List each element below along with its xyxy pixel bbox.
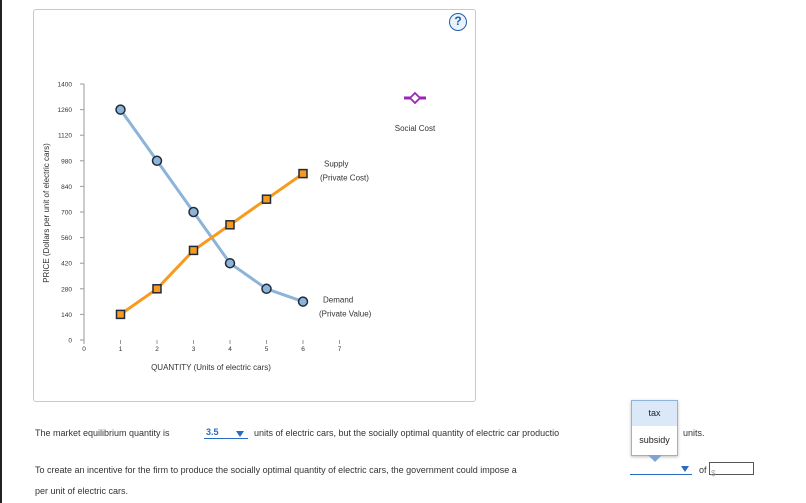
supply-label: (Private Cost) <box>320 174 369 183</box>
social-cost-tool[interactable]: Social Cost <box>395 91 436 133</box>
question-text-2: units of electric cars, but the socially… <box>254 428 560 438</box>
y-tick-label: 1120 <box>58 133 72 140</box>
question-text-3: units. <box>683 428 705 438</box>
menu-item-subsidy[interactable]: subsidy <box>639 435 670 445</box>
y-axis-label: PRICE (Dollars per unit of electric cars… <box>42 143 51 283</box>
question-text-5: of <box>699 465 707 475</box>
demand-point[interactable] <box>188 206 199 218</box>
chevron-down-icon[interactable] <box>681 466 689 472</box>
question-text-4: To create an incentive for the firm to p… <box>35 465 517 475</box>
graph-panel <box>33 9 476 402</box>
x-tick-label: 7 <box>338 346 342 353</box>
menu-pointer <box>648 455 662 462</box>
y-tick-label: 0 <box>68 338 72 345</box>
y-tick-label: 980 <box>61 158 72 165</box>
amount-placeholder: $ <box>711 468 716 478</box>
y-tick-label: 280 <box>61 286 72 293</box>
diamond-icon[interactable] <box>408 91 422 105</box>
amount-input[interactable]: $ <box>709 462 754 478</box>
chevron-down-icon[interactable] <box>236 431 244 437</box>
chart-axes: 0 140 280 420 560 700 840 980 1120 1260 1400 0 1 2 3 4 5… <box>58 82 342 354</box>
x-tick-label: 5 <box>265 346 269 353</box>
x-tick-label: 1 <box>119 346 123 353</box>
y-tick-label: 140 <box>61 312 72 319</box>
y-tick-label: 1260 <box>58 107 73 114</box>
supply-point[interactable] <box>152 284 162 294</box>
supply-label: Supply <box>324 160 348 169</box>
question-text-6: per unit of electric cars. <box>35 486 129 496</box>
supply-point[interactable] <box>188 245 199 256</box>
demand-point[interactable] <box>151 155 163 167</box>
policy-dropdown-menu: tax subsidy <box>631 400 678 456</box>
x-axis-label: QUANTITY (Units of electric cars) <box>151 363 271 372</box>
series-labels: Demand (Private Value) Supply (Private Cost… <box>319 160 372 319</box>
y-tick-label: 1400 <box>58 82 73 89</box>
x-tick-label: 4 <box>228 346 232 353</box>
demand-label: (Private Value) <box>319 310 372 319</box>
supply-curve[interactable] <box>119 172 304 316</box>
y-tick-label: 420 <box>61 261 72 268</box>
chart-series <box>115 104 309 320</box>
demand-point[interactable] <box>224 257 236 269</box>
supply-point[interactable] <box>115 309 126 320</box>
supply-point[interactable] <box>298 168 308 179</box>
y-tick-label: 840 <box>61 184 72 191</box>
demand-point[interactable] <box>297 296 309 307</box>
question-text-1: The market equilibrium quantity is <box>35 428 170 438</box>
equilibrium-quantity-dropdown[interactable]: 3.5 <box>204 427 248 439</box>
window-edge <box>0 0 2 503</box>
supply-point[interactable] <box>225 220 235 230</box>
supply-point[interactable] <box>261 194 272 204</box>
x-tick-label: 3 <box>192 346 196 353</box>
demand-point[interactable] <box>115 104 126 115</box>
menu-item-tax[interactable]: tax <box>632 401 677 426</box>
demand-label: Demand <box>323 296 353 305</box>
x-tick-label: 0 <box>82 346 86 353</box>
x-tick-label: 6 <box>301 346 305 353</box>
x-tick-label: 2 <box>155 346 159 353</box>
demand-point[interactable] <box>261 283 272 295</box>
equilibrium-quantity-value: 3.5 <box>206 427 219 437</box>
help-button[interactable]: ? <box>449 13 467 31</box>
policy-dropdown[interactable] <box>630 462 692 475</box>
y-tick-label: 700 <box>61 210 72 217</box>
demand-curve[interactable] <box>119 108 304 304</box>
social-cost-label: Social Cost <box>395 124 436 133</box>
y-tick-label: 560 <box>61 235 72 242</box>
